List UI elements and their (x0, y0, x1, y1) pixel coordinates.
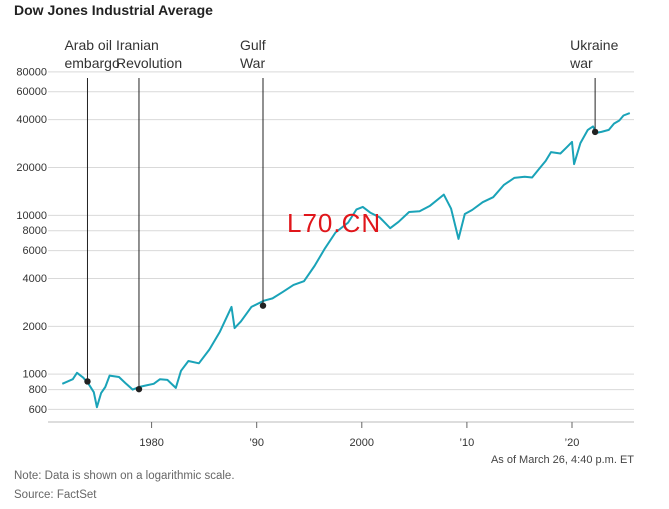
y-tick-label: 4000 (23, 273, 47, 285)
annotation-marker (259, 302, 267, 309)
as-of-timestamp: As of March 26, 4:40 p.m. ET (490, 454, 634, 466)
chart-title: Dow Jones Industrial Average (14, 2, 213, 18)
x-tick-label: ’20 (565, 437, 580, 449)
source-note: Source: FactSet (14, 489, 97, 501)
x-tick-label: 2000 (350, 437, 374, 449)
y-tick-label: 60000 (16, 86, 47, 98)
annotation-label: Ukraine (570, 37, 618, 53)
y-tick-label: 40000 (16, 114, 47, 126)
y-tick-label: 1000 (23, 369, 47, 381)
annotation-label: Iranian (116, 37, 159, 53)
y-tick-label: 8000 (23, 225, 47, 237)
annotation-label: embargo (64, 55, 119, 71)
watermark-text: L70.CN (287, 208, 382, 238)
annotation-marker (591, 128, 599, 136)
y-tick-label: 80000 (16, 66, 47, 78)
y-tick-label: 6000 (23, 245, 47, 257)
annotation-marker (84, 378, 91, 385)
annotation-label: Revolution (116, 55, 182, 71)
annotation-label: war (569, 55, 593, 71)
annotation-label: War (240, 55, 265, 71)
annotation-marker (135, 385, 143, 393)
x-tick-label: ’10 (460, 437, 475, 449)
y-tick-label: 20000 (16, 162, 47, 174)
y-tick-label: 2000 (23, 321, 47, 333)
dow-series-line (61, 112, 631, 409)
y-tick-label: 800 (29, 384, 47, 396)
x-tick-label: ’90 (249, 437, 264, 449)
annotation-label: Arab oil (64, 37, 111, 53)
y-tick-label: 10000 (16, 210, 47, 222)
scale-note: Note: Data is shown on a logarithmic sca… (14, 470, 235, 482)
annotation-label: Gulf (240, 37, 266, 53)
y-tick-label: 600 (29, 404, 47, 416)
x-tick-label: 1980 (139, 437, 163, 449)
